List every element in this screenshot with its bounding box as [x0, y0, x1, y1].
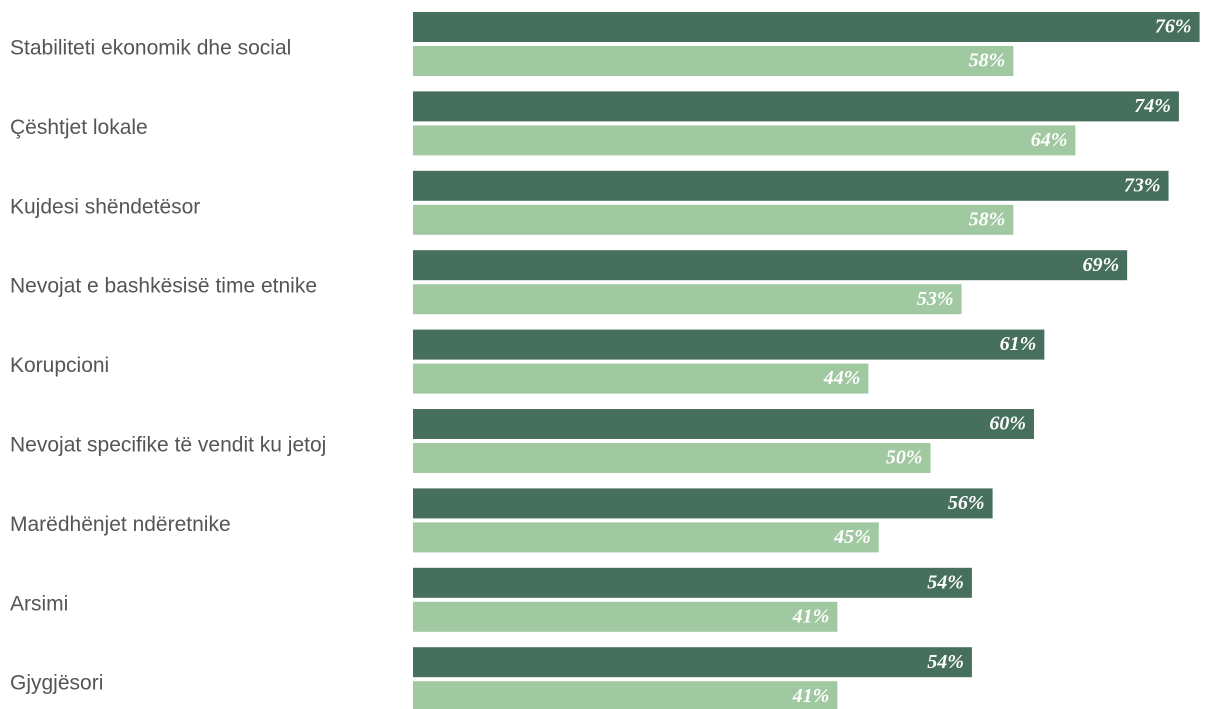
bar-series-2: [413, 125, 1076, 156]
bar-series-1: [413, 409, 1034, 439]
category-label: Nevojat specifike të vendit ku jetoj: [10, 434, 326, 457]
data-label-series-2: 45%: [833, 526, 871, 548]
bar-series-2: [413, 363, 869, 394]
category-label: Arsimi: [10, 592, 68, 615]
data-label-series-2: 58%: [969, 50, 1006, 72]
bar-series-2: [413, 284, 962, 315]
data-label-series-1: 74%: [1134, 95, 1171, 117]
bar-series-1: [413, 567, 972, 598]
data-label-series-1: 56%: [948, 492, 985, 514]
category-label: Kujdesi shëndetësor: [10, 195, 200, 218]
bar-series-2: [413, 46, 1014, 76]
bar-series-2: [413, 601, 838, 632]
bar-series-2: [413, 443, 931, 473]
data-label-series-1: 76%: [1155, 16, 1192, 38]
data-label-series-1: 54%: [927, 571, 964, 593]
data-label-series-2: 44%: [823, 367, 861, 389]
bar-series-2: [413, 681, 838, 709]
bar-series-1: [413, 488, 993, 519]
data-label-series-1: 69%: [1082, 254, 1119, 276]
data-label-series-2: 64%: [1031, 129, 1068, 151]
category-label: Çështjet lokale: [10, 116, 148, 139]
data-label-series-1: 61%: [1000, 333, 1037, 355]
data-label-series-1: 54%: [927, 651, 964, 673]
bar-series-1: [413, 170, 1169, 201]
bar-series-1: [413, 250, 1128, 281]
data-label-series-1: 73%: [1124, 174, 1161, 196]
category-label: Korupcioni: [10, 354, 109, 377]
bar-series-1: [413, 647, 972, 678]
category-label: Marëdhënjet ndëretnike: [10, 513, 231, 536]
bar-series-1: [413, 12, 1200, 42]
data-label-series-2: 50%: [886, 447, 923, 469]
data-label-series-2: 41%: [792, 605, 830, 627]
bars-group: [413, 12, 1200, 709]
bar-series-1: [413, 91, 1179, 122]
bar-series-1: [413, 329, 1045, 360]
value-labels-group: 76% 58% 74% 64% 73% 58% 69% 53% 61% 44% 60% 50% 56% 4…: [792, 16, 1192, 707]
data-label-series-2: 58%: [969, 208, 1006, 230]
category-labels-group: Stabiliteti ekonomik dhe social Çështjet …: [10, 37, 326, 695]
category-label: Stabiliteti ekonomik dhe social: [10, 37, 291, 60]
data-label-series-1: 60%: [989, 413, 1026, 435]
data-label-series-2: 41%: [792, 685, 830, 707]
category-label: Gjygjësori: [10, 672, 103, 695]
category-label: Nevojat e bashkësisë time etnike: [10, 275, 317, 298]
bar-series-2: [413, 522, 879, 553]
data-label-series-2: 53%: [917, 288, 954, 310]
bar-series-2: [413, 204, 1014, 235]
